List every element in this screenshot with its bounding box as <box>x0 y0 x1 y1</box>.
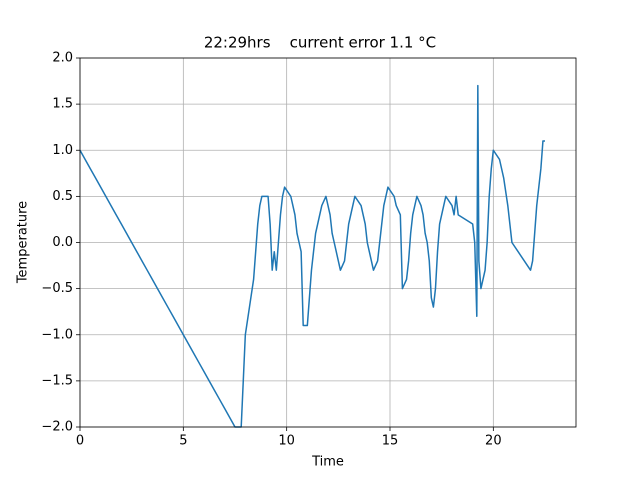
x-tick-label: 20 <box>485 434 502 449</box>
x-tick-label: 15 <box>382 434 399 449</box>
data-line <box>79 84 545 428</box>
x-axis-label: Time <box>311 455 344 470</box>
y-tick-label: 1.0 <box>52 143 73 158</box>
y-tick-label: −2.0 <box>41 420 73 435</box>
y-tick-label: −1.5 <box>41 373 73 388</box>
y-tick-label: 2.0 <box>52 51 73 66</box>
y-axis-label: Temperature <box>16 201 31 284</box>
y-tick-label: −1.0 <box>41 327 73 342</box>
plot-frame <box>79 57 577 428</box>
chart-title: 22:29hrs current error 1.1 °C <box>204 34 436 52</box>
y-tick-label: 0.0 <box>52 235 73 250</box>
x-tick-label: 10 <box>278 434 295 449</box>
y-tick-label: 1.5 <box>52 97 73 112</box>
x-tick-label: 0 <box>76 434 84 449</box>
x-tick-label: 5 <box>179 434 187 449</box>
y-tick-label: 0.5 <box>52 189 73 204</box>
y-tick-label: −0.5 <box>41 281 73 296</box>
